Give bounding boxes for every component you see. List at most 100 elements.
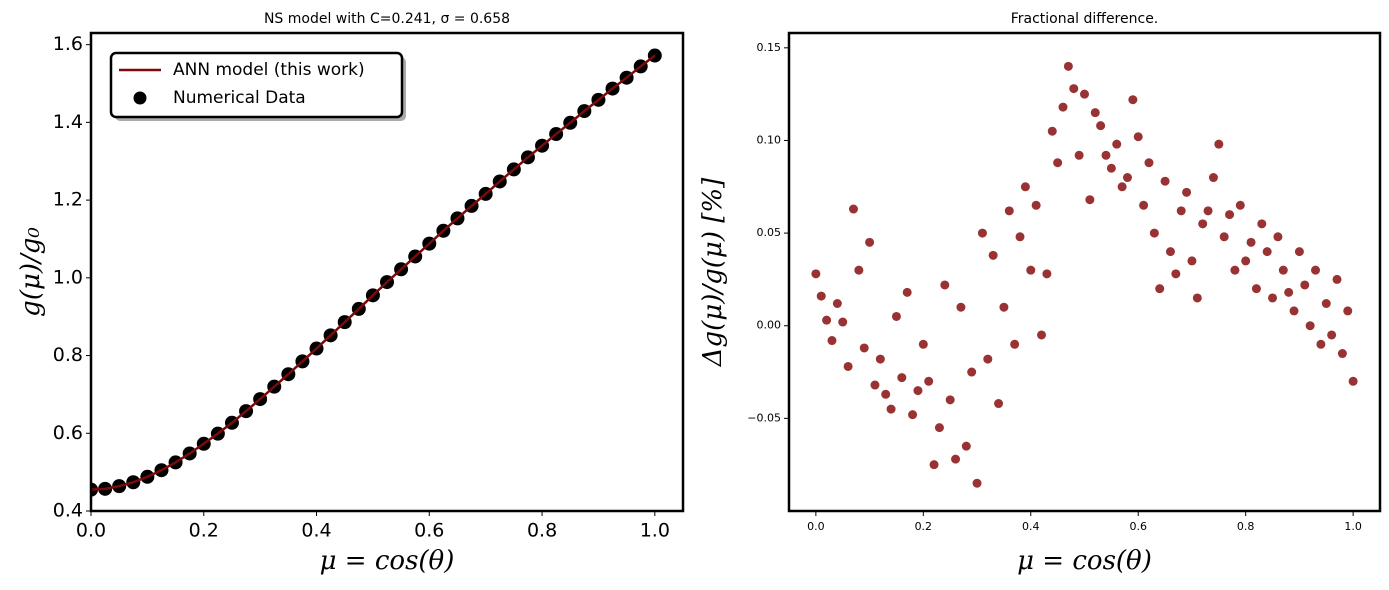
point <box>977 228 987 238</box>
point <box>1096 121 1106 131</box>
x-tick-label: 1.0 <box>1344 520 1362 533</box>
x-tick-label: 0.0 <box>76 520 106 542</box>
point <box>843 361 853 371</box>
point <box>1182 187 1192 197</box>
point <box>1085 195 1095 205</box>
point <box>1139 200 1149 210</box>
point <box>1155 284 1165 294</box>
point <box>1235 200 1245 210</box>
y-tick-label: 0.00 <box>757 319 782 332</box>
point <box>1117 182 1127 192</box>
point <box>822 315 832 325</box>
point <box>1090 108 1100 118</box>
point <box>891 311 901 321</box>
y-tick-label: 0.6 <box>53 422 83 444</box>
point <box>859 343 869 353</box>
point <box>1020 182 1030 192</box>
x-tick-label: 0.2 <box>915 520 933 533</box>
point <box>1144 158 1154 168</box>
point <box>1343 306 1353 316</box>
point <box>811 269 821 279</box>
point <box>1208 173 1218 183</box>
point <box>961 441 971 451</box>
point <box>1101 150 1111 160</box>
point <box>994 399 1004 409</box>
x-axis-label: μ = cos(θ) <box>320 546 455 576</box>
legend <box>109 51 404 119</box>
point <box>1047 126 1057 136</box>
point <box>924 376 934 386</box>
point <box>1294 247 1304 257</box>
y-axis-label: g(μ)/g₀ <box>16 227 46 317</box>
point <box>1337 349 1347 359</box>
point <box>1311 265 1321 275</box>
point <box>1268 293 1278 303</box>
legend-label: Numerical Data <box>173 88 306 108</box>
plot-area <box>91 48 662 497</box>
point <box>918 339 928 349</box>
x-tick-label: 0.4 <box>301 520 331 542</box>
point <box>1042 269 1052 279</box>
point <box>1037 330 1047 340</box>
point <box>1241 256 1251 266</box>
point <box>999 302 1009 312</box>
x-tick-label: 0.8 <box>1237 520 1255 533</box>
line <box>91 54 656 491</box>
axes-frame <box>787 31 1382 513</box>
point <box>1300 280 1310 290</box>
y-axis-label: Δg(μ)/g(μ) [%] <box>698 177 728 367</box>
point <box>1053 158 1063 168</box>
chart-title: Fractional difference. <box>1011 11 1159 27</box>
point <box>1219 232 1229 242</box>
point <box>945 395 955 405</box>
point <box>1230 265 1240 275</box>
x-axis-label: μ = cos(θ) <box>1017 546 1152 576</box>
chart-title: NS model with C=0.241, σ = 0.658 <box>264 11 510 27</box>
point <box>1273 232 1283 242</box>
point <box>848 204 858 214</box>
point <box>1112 139 1122 149</box>
point <box>1321 298 1331 308</box>
point <box>1176 206 1186 216</box>
point <box>940 280 950 290</box>
point <box>1348 376 1358 386</box>
point <box>838 317 848 327</box>
point <box>1332 274 1342 284</box>
x-tick-label: 1.0 <box>640 520 670 542</box>
point <box>956 302 966 312</box>
point <box>1257 219 1267 229</box>
point <box>870 380 880 390</box>
y-tick-label: 1.0 <box>53 266 83 288</box>
point <box>865 237 875 247</box>
point <box>1316 339 1326 349</box>
y-tick-label: 0.10 <box>757 133 782 146</box>
point <box>1278 265 1288 275</box>
point <box>1165 247 1175 257</box>
point <box>1246 237 1256 247</box>
x-tick-label: 0.4 <box>1022 520 1040 533</box>
point <box>1122 173 1132 183</box>
x-tick-label: 0.6 <box>1129 520 1147 533</box>
y-tick-label: 1.6 <box>53 33 83 55</box>
point <box>875 354 885 364</box>
point <box>832 298 842 308</box>
point <box>1305 321 1315 331</box>
point <box>1160 176 1170 186</box>
x-tick-label: 0.8 <box>527 520 557 542</box>
point <box>1063 61 1073 71</box>
point <box>854 265 864 275</box>
point <box>897 373 907 383</box>
point <box>967 367 977 377</box>
x-tick-label: 0.2 <box>189 520 219 542</box>
point <box>1225 210 1235 220</box>
legend-marker <box>133 91 147 105</box>
point <box>972 478 982 488</box>
point <box>827 336 837 346</box>
point <box>1106 163 1116 173</box>
point <box>1031 200 1041 210</box>
x-tick-label: 0.6 <box>414 520 444 542</box>
y-tick-label: 1.2 <box>53 189 83 211</box>
point <box>929 460 939 470</box>
point <box>1015 232 1025 242</box>
